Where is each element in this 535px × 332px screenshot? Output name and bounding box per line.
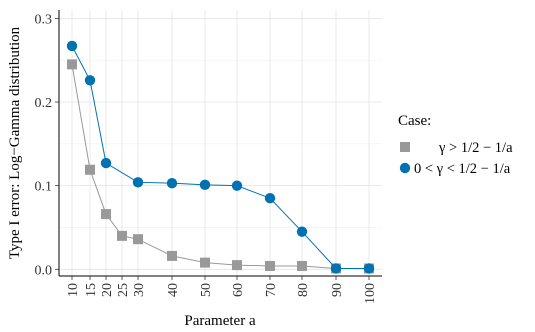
y-tick-label: 0.3 — [35, 12, 53, 27]
data-point-circle — [200, 180, 210, 190]
legend-label: γ > 1/2 − 1/a — [438, 140, 513, 156]
data-point-square — [85, 165, 95, 175]
x-tick-label: 50 — [199, 283, 214, 297]
y-tick-label: 0.2 — [35, 96, 53, 111]
data-point-circle — [265, 193, 275, 203]
data-point-square — [265, 261, 275, 271]
data-point-square — [117, 231, 127, 241]
x-tick-label: 15 — [84, 283, 99, 297]
x-tick-label: 25 — [116, 283, 131, 297]
legend-key-circle — [400, 163, 410, 173]
data-point-square — [200, 258, 210, 268]
y-tick-label: 0.1 — [35, 180, 53, 195]
data-point-square — [133, 234, 143, 244]
data-point-circle — [133, 177, 143, 187]
legend: Case: γ > 1/2 − 1/a 0 < γ < 1/2 − 1/a — [398, 113, 513, 177]
data-point-square — [167, 251, 177, 261]
x-tick-label: 10 — [66, 283, 81, 297]
x-tick-label: 80 — [296, 283, 311, 297]
legend-key-square — [400, 142, 410, 152]
series-layer — [67, 41, 374, 274]
data-point-circle — [67, 41, 77, 51]
data-point-circle — [331, 263, 341, 273]
legend-title: Case: — [398, 113, 431, 129]
data-point-circle — [101, 158, 111, 168]
x-axis-title: Parameter a — [184, 313, 256, 329]
data-point-square — [232, 260, 242, 270]
x-tick-label: 70 — [264, 283, 279, 297]
x-tick-label: 40 — [166, 283, 181, 297]
grid — [59, 10, 382, 276]
x-tick-label: 90 — [330, 283, 345, 297]
data-point-circle — [297, 226, 307, 236]
x-tick-label: 20 — [100, 283, 115, 297]
y-tick-label: 0.0 — [35, 263, 53, 278]
series-line — [72, 64, 369, 268]
data-point-circle — [364, 263, 374, 273]
y-axis-title: Type I error: Log−Gamma distribution — [7, 26, 23, 259]
data-point-circle — [232, 180, 242, 190]
data-point-square — [67, 59, 77, 69]
data-point-circle — [167, 178, 177, 188]
x-tick-label: 60 — [231, 283, 246, 297]
data-point-square — [101, 209, 111, 219]
x-tick-label: 30 — [132, 283, 147, 297]
data-point-square — [297, 261, 307, 271]
axes — [59, 10, 382, 276]
data-point-circle — [85, 75, 95, 85]
x-tick-label: 100 — [363, 283, 378, 304]
series-line — [72, 46, 369, 269]
legend-label: 0 < γ < 1/2 − 1/a — [414, 161, 511, 177]
